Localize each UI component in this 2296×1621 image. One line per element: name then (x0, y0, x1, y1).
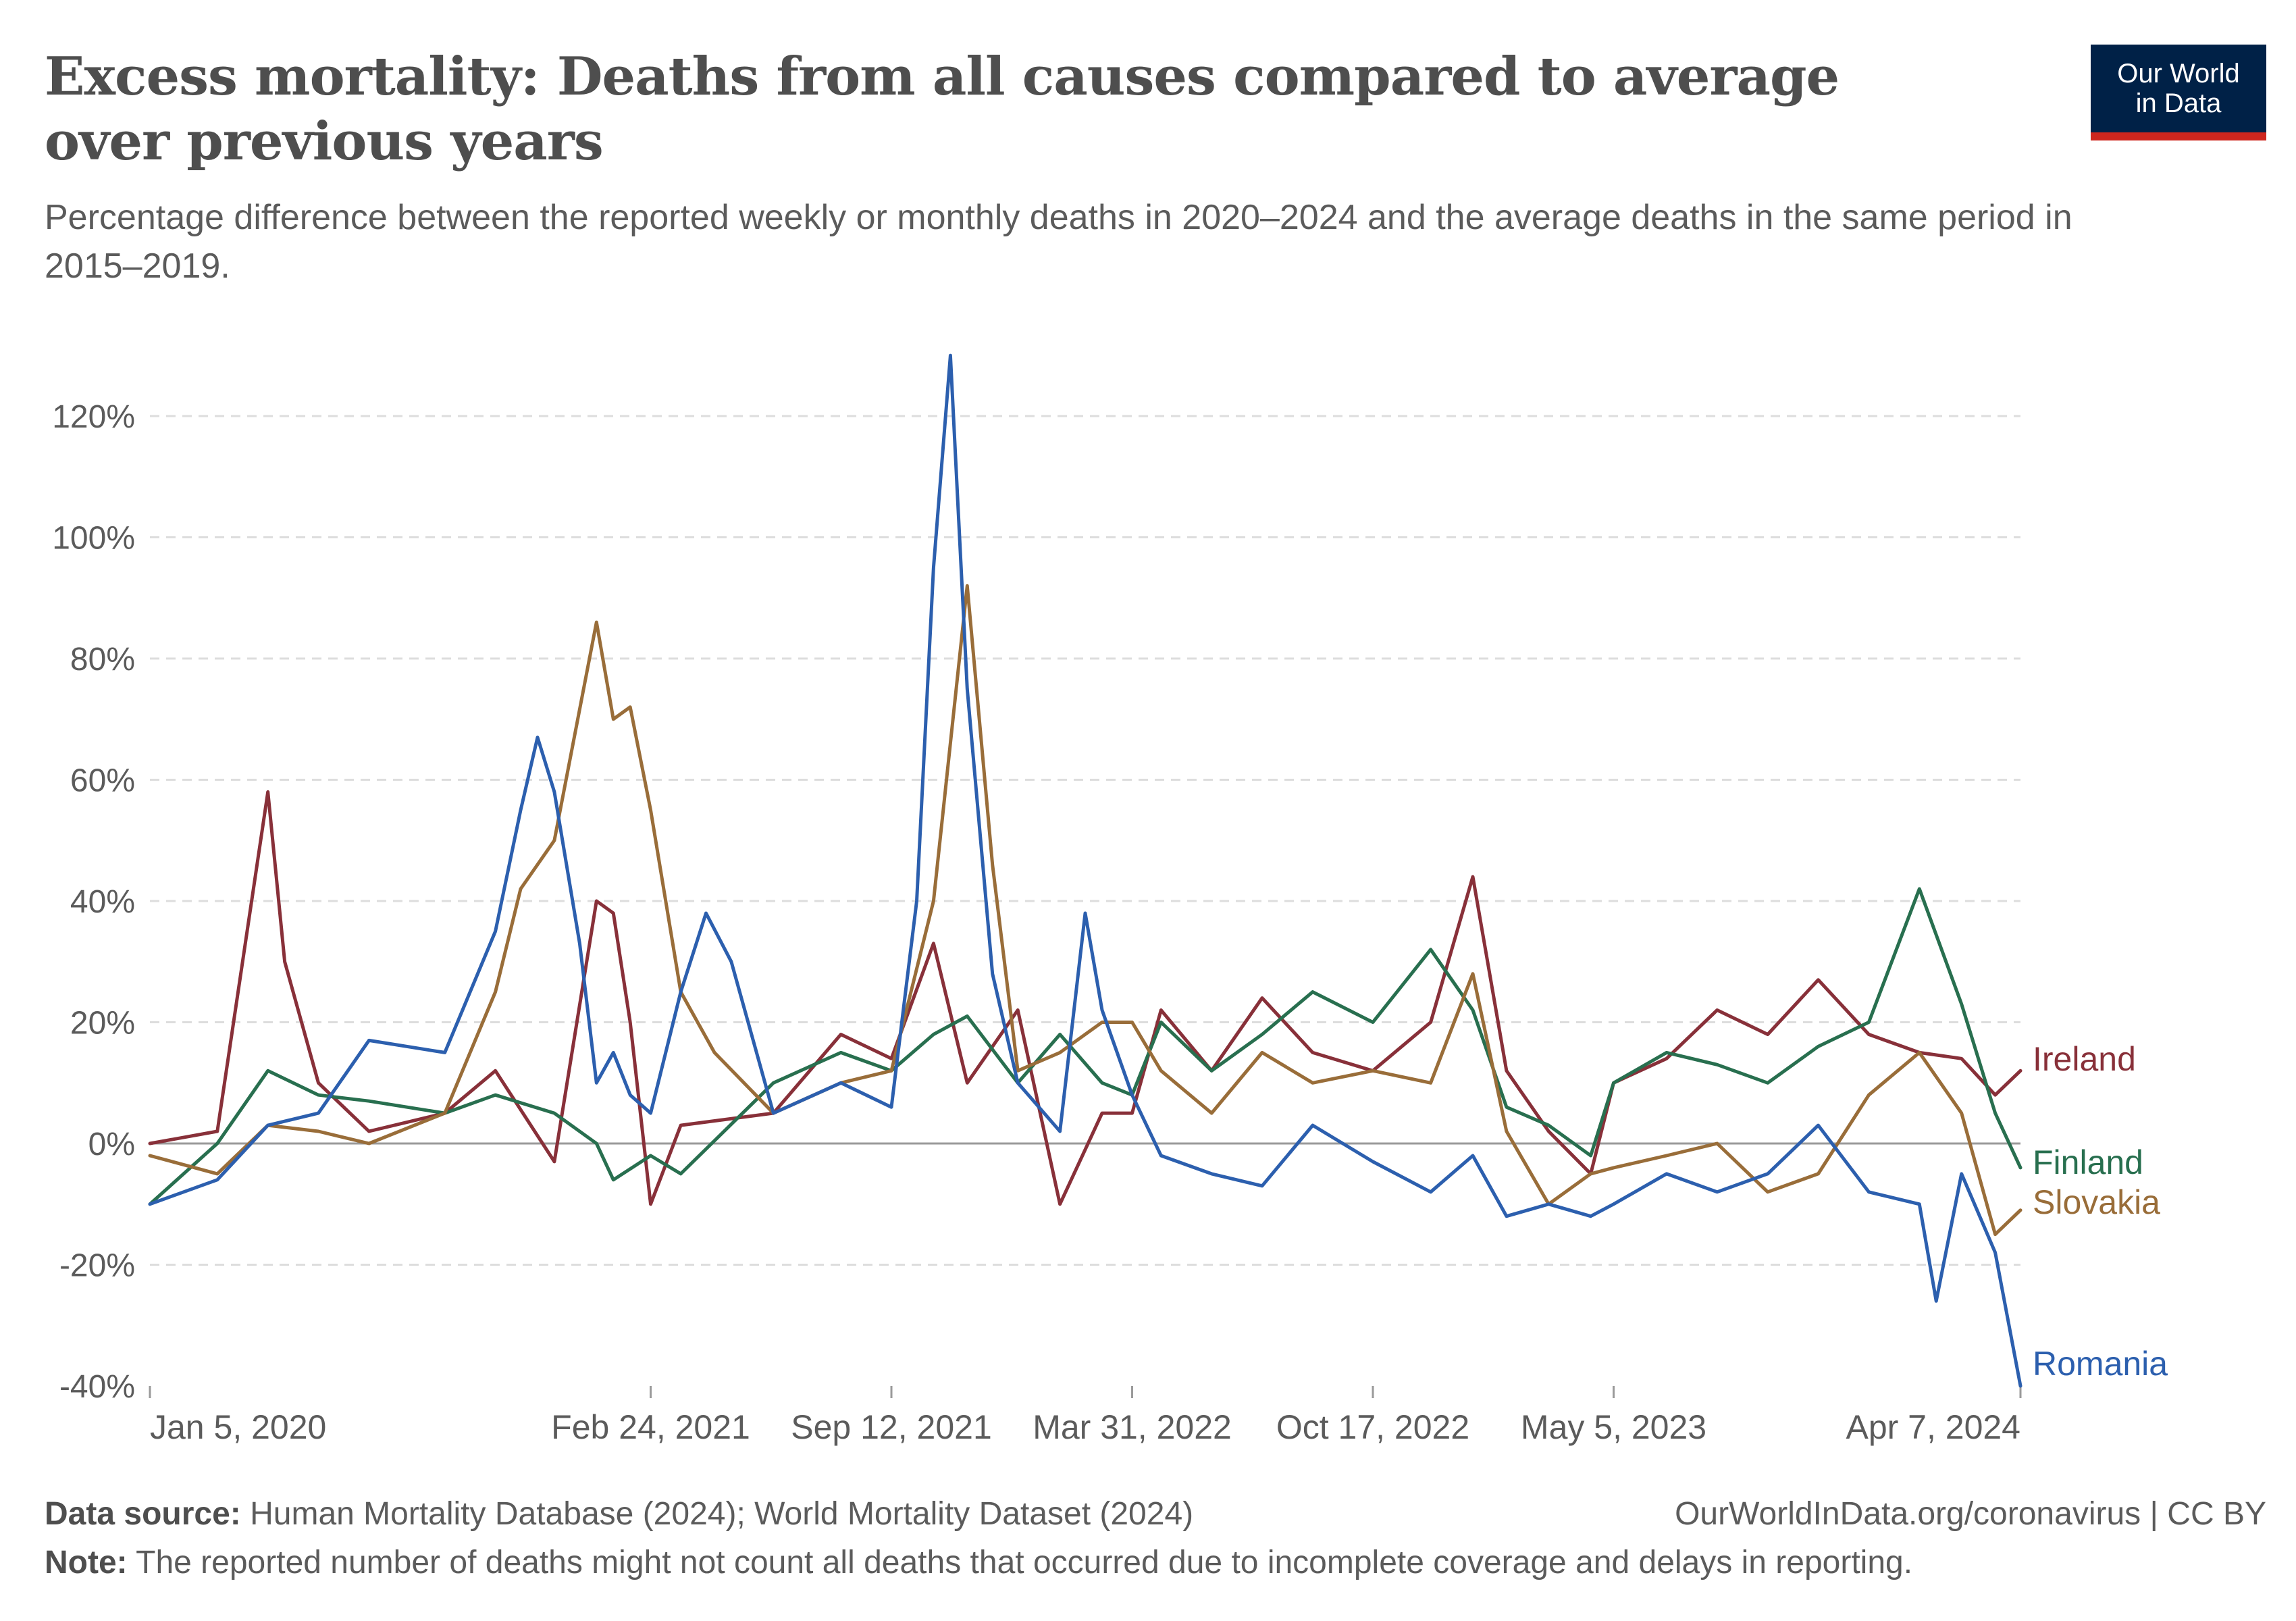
y-tick-label: 100% (52, 521, 135, 557)
logo-line-2: in Data (2135, 88, 2222, 118)
owid-logo[interactable]: Our World in Data (2091, 45, 2266, 140)
x-tick-label: Feb 24, 2021 (551, 1408, 750, 1446)
x-tick-label: Sep 12, 2021 (791, 1408, 992, 1446)
footer: Data source: Human Mortality Database (2… (45, 1490, 2266, 1587)
series-line-finland (148, 887, 2023, 1206)
logo-line-1: Our World (2117, 59, 2240, 88)
y-tick-label: 120% (52, 399, 135, 435)
source-label: Data source: (45, 1496, 241, 1532)
series-label-finland: Finland (2033, 1143, 2143, 1181)
y-tick-label: 80% (70, 642, 135, 677)
source-link[interactable]: OurWorldInData.org/coronavirus | CC BY (1675, 1496, 2266, 1532)
x-tick-label: May 5, 2023 (1521, 1408, 1706, 1446)
note-label: Note: (45, 1545, 128, 1580)
source-row: Data source: Human Mortality Database (2… (45, 1490, 2266, 1539)
note-row: Note: The reported number of deaths migh… (45, 1539, 2266, 1587)
x-tick-label: Apr 7, 2024 (1846, 1408, 2020, 1446)
grid-layer (150, 415, 2020, 1266)
y-tick-label: 40% (70, 884, 135, 920)
axis-layer: -40% -20% 0% 20% 40% 60% 80% 100% 120% Jan 5, 202… (52, 399, 2022, 1446)
series-line-ireland (148, 790, 2023, 1206)
y-tick-label: -20% (59, 1248, 135, 1284)
series-line-romania (148, 353, 2023, 1388)
x-tick-label: Oct 17, 2022 (1276, 1408, 1469, 1446)
note-text: The reported number of deaths might not … (136, 1545, 1913, 1580)
y-tick-label: 0% (88, 1127, 135, 1162)
series-line-slovakia (148, 584, 2023, 1237)
chart-title: Excess mortality: Deaths from all causes… (45, 46, 1840, 172)
x-tick-label: Mar 31, 2022 (1033, 1408, 1232, 1446)
y-tick-label: 20% (70, 1006, 135, 1041)
source-text[interactable]: Human Mortality Database (2024); World M… (250, 1496, 1194, 1532)
chart-subtitle: Percentage difference between the report… (45, 198, 2072, 286)
series-label-slovakia: Slovakia (2033, 1183, 2160, 1221)
series-label-romania: Romania (2033, 1345, 2168, 1383)
series-label-ireland: Ireland (2033, 1040, 2136, 1078)
series-layer (148, 353, 2023, 1388)
y-tick-label: -40% (59, 1369, 135, 1405)
y-tick-label: 60% (70, 763, 135, 799)
x-tick-label: Jan 5, 2020 (150, 1408, 326, 1446)
